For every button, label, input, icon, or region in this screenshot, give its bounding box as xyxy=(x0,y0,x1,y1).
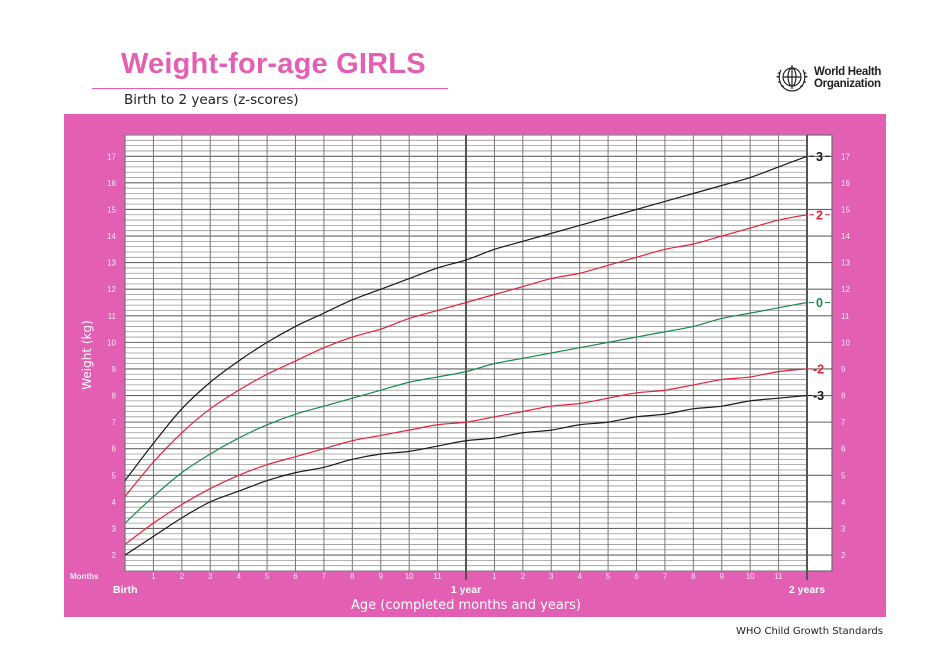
months-label: Months xyxy=(70,572,99,581)
curve-label-0: 0 xyxy=(816,296,823,310)
zscore-curve-0 xyxy=(124,301,808,524)
y-tick-right: 4 xyxy=(841,498,846,507)
y-tick-left: 5 xyxy=(112,471,117,480)
y-tick-right: 16 xyxy=(841,179,850,188)
x-month-tick: 7 xyxy=(663,572,668,581)
x-month-tick: 7 xyxy=(322,572,327,581)
x-month-tick: 8 xyxy=(350,572,355,581)
y-axis-title: Weight (kg) xyxy=(80,320,94,390)
y-tick-right: 2 xyxy=(841,551,846,560)
y-tick-right: 3 xyxy=(841,524,846,533)
x-major-1-year: 1 year xyxy=(451,584,481,596)
x-month-tick: 10 xyxy=(405,572,414,581)
x-month-tick: 8 xyxy=(691,572,696,581)
y-tick-left: 15 xyxy=(107,205,116,214)
y-tick-left: 11 xyxy=(108,312,117,321)
page-subtitle: Birth to 2 years (z-scores) xyxy=(124,92,299,108)
x-month-tick: 1 xyxy=(151,572,156,581)
x-major-2-years: 2 years xyxy=(789,584,825,596)
zscore-curve-2 xyxy=(124,214,808,497)
y-tick-right: 6 xyxy=(841,445,846,454)
x-month-tick: 11 xyxy=(774,572,783,581)
x-month-tick: 2 xyxy=(521,572,526,581)
y-tick-right: 11 xyxy=(841,312,850,321)
x-month-tick: 9 xyxy=(379,572,384,581)
x-month-tick: 11 xyxy=(433,572,442,581)
x-month-tick: 2 xyxy=(180,572,185,581)
x-major-birth: Birth xyxy=(113,584,138,596)
y-tick-left: 12 xyxy=(107,285,116,294)
y-tick-right: 12 xyxy=(841,285,850,294)
x-axis-title: Age (completed months and years) xyxy=(351,598,581,613)
y-tick-left: 3 xyxy=(112,524,117,533)
who-emblem-icon xyxy=(776,65,808,92)
y-tick-left: 16 xyxy=(107,179,116,188)
x-month-tick: 4 xyxy=(577,572,582,581)
x-month-tick: 3 xyxy=(549,572,554,581)
x-month-tick: 4 xyxy=(236,572,241,581)
x-month-tick: 5 xyxy=(265,572,270,581)
x-month-tick: 9 xyxy=(720,572,725,581)
x-month-tick: 5 xyxy=(606,572,611,581)
zscore-curve--2 xyxy=(124,368,808,545)
y-tick-right: 5 xyxy=(841,471,846,480)
curve-label-2: 2 xyxy=(816,208,823,222)
curve-label-3: 3 xyxy=(816,150,823,164)
page-title: Weight-for-age GIRLS xyxy=(121,48,426,80)
y-tick-left: 17 xyxy=(107,152,116,161)
y-tick-left: 9 xyxy=(112,365,117,374)
y-tick-right: 10 xyxy=(841,338,850,347)
y-tick-left: 4 xyxy=(112,498,117,507)
y-tick-right: 13 xyxy=(841,259,850,268)
curve-label--3: -3 xyxy=(813,389,824,403)
footer-source: WHO Child Growth Standards xyxy=(736,626,883,637)
y-tick-right: 17 xyxy=(841,152,850,161)
x-month-tick: 6 xyxy=(293,572,298,581)
org-name-line1: World Health xyxy=(814,66,882,78)
y-tick-right: 8 xyxy=(841,392,846,401)
x-month-tick: 3 xyxy=(208,572,213,581)
zscore-curve--3 xyxy=(124,394,808,556)
y-tick-left: 2 xyxy=(112,551,117,560)
y-tick-left: 14 xyxy=(107,232,116,241)
x-month-tick: 6 xyxy=(634,572,639,581)
y-tick-left: 8 xyxy=(112,392,117,401)
zscore-curve-3 xyxy=(124,155,808,481)
who-logo: World Health Organization xyxy=(774,62,881,94)
title-divider xyxy=(92,88,448,89)
y-tick-right: 15 xyxy=(841,205,850,214)
curve-label--2: -2 xyxy=(813,362,824,376)
x-month-tick: 1 xyxy=(492,572,497,581)
x-month-tick: 10 xyxy=(746,572,755,581)
y-tick-left: 13 xyxy=(107,259,116,268)
y-tick-left: 10 xyxy=(107,338,116,347)
y-tick-right: 14 xyxy=(841,232,850,241)
y-tick-right: 9 xyxy=(841,365,846,374)
y-tick-right: 7 xyxy=(841,418,846,427)
org-name-line2: Organization xyxy=(814,78,881,90)
y-tick-left: 6 xyxy=(112,445,117,454)
y-tick-left: 7 xyxy=(112,418,117,427)
